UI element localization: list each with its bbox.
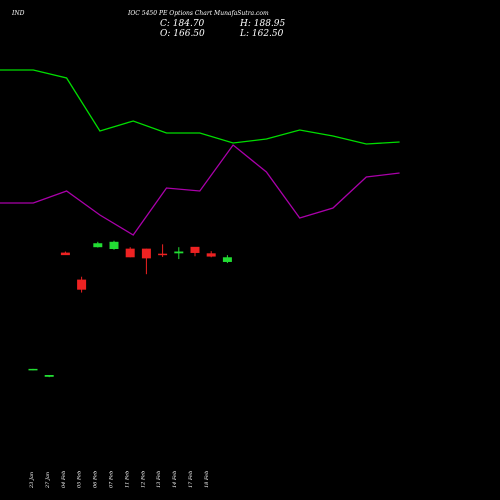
chart-subtitle: IOC 5450 PE Options Chart MunafaSutra.co… xyxy=(128,10,269,17)
candle-body-8 xyxy=(141,248,151,259)
candle-body-7 xyxy=(125,248,135,258)
candle-body-12 xyxy=(206,253,216,257)
candle-body-9 xyxy=(158,253,168,256)
candle-body-11 xyxy=(190,246,200,253)
x-tick-label: 18 Feb xyxy=(204,471,210,488)
x-tick-label: 06 Feb xyxy=(93,471,99,488)
candle-body-1 xyxy=(28,368,38,371)
x-tick-label: 13 Feb xyxy=(156,471,162,488)
x-tick-label: 12 Feb xyxy=(140,471,146,488)
candle-body-10 xyxy=(174,251,184,254)
x-tick-label: 27 Jan xyxy=(45,472,51,489)
indicator-line-1 xyxy=(0,69,400,145)
candle-body-2 xyxy=(44,375,54,377)
indicator-line-2 xyxy=(0,144,400,236)
open-value: O: 166.50 xyxy=(160,29,205,39)
candle-body-4 xyxy=(77,279,87,290)
high-value: H: 188.95 xyxy=(240,19,286,29)
x-tick-label: 17 Feb xyxy=(188,471,194,488)
close-value: C: 184.70 xyxy=(160,19,205,29)
x-tick-label: 14 Feb xyxy=(172,471,178,488)
low-value: L: 162.50 xyxy=(240,29,284,39)
x-tick-label: 23 Jan xyxy=(29,472,35,489)
x-tick-label: 07 Feb xyxy=(109,471,115,488)
x-tick-label: 05 Feb xyxy=(77,471,83,488)
x-tick-label: 04 Feb xyxy=(61,471,67,488)
candle-body-13 xyxy=(222,257,232,262)
x-tick-label: 11 Feb xyxy=(124,471,130,488)
candle-body-5 xyxy=(93,243,103,248)
candle-body-3 xyxy=(60,252,70,256)
candle-body-6 xyxy=(109,241,119,249)
chart-symbol: IND xyxy=(12,10,25,17)
